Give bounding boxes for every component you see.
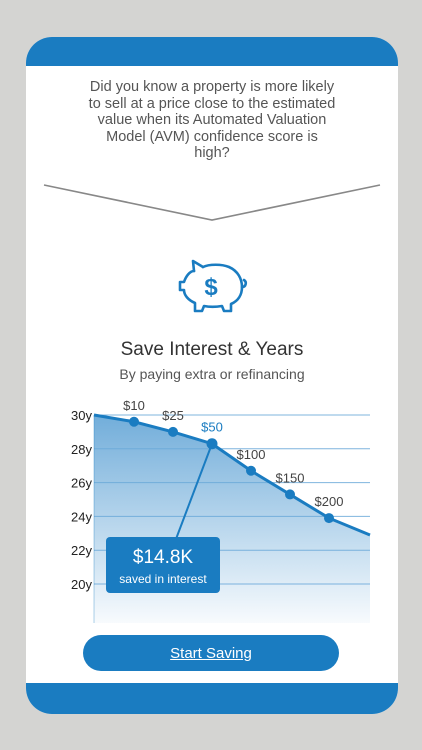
data-point[interactable] [206,438,218,450]
chart-series-line [93,413,371,537]
start-saving-button[interactable]: Start Saving [83,635,339,671]
data-point-label: $150 [276,470,305,485]
piggy-bank-dollar-icon: $ [178,259,248,313]
promo-card: Did you know a property is more likely t… [26,37,398,714]
info-line-3: value when its Automated Valuation [97,112,327,128]
data-point-label: $25 [162,408,184,423]
data-point[interactable] [168,426,178,437]
data-point-label: $50 [201,420,223,435]
bottom-accent-bar [26,683,398,714]
chevron-divider [43,184,381,221]
info-text: Did you know a property is more likely t… [81,79,343,162]
y-tick-label: 22y [71,543,92,558]
y-tick-label: 24y [71,509,92,524]
y-tick-label: 28y [71,442,92,457]
top-accent-bar [26,37,398,66]
data-point[interactable] [324,513,334,524]
svg-text:$: $ [204,274,218,301]
chart-subtitle: By paying extra or refinancing [119,366,305,382]
data-point-label: $200 [315,494,344,509]
data-point-label: $10 [123,398,145,413]
y-tick-label: 30y [71,408,92,423]
data-point[interactable] [285,489,295,500]
tooltip-connector [175,443,213,540]
tooltip-label: saved in interest [119,572,207,586]
chart-title: Save Interest & Years [120,339,304,360]
info-line-1: Did you know a property is more likely [89,79,335,95]
info-line-2: to sell at a price close to the estimate… [88,95,336,112]
data-point[interactable] [129,416,139,427]
info-line-5: high? [194,145,230,161]
info-line-4: Model (AVM) confidence score is [106,128,318,145]
data-point-label: $100 [237,447,266,462]
y-tick-label: 20y [71,577,92,592]
tooltip-amount: $14.8K [132,547,194,568]
y-tick-label: 26y [71,476,92,491]
savings-tooltip: $14.8K saved in interest [106,537,220,593]
data-point[interactable] [246,465,256,476]
